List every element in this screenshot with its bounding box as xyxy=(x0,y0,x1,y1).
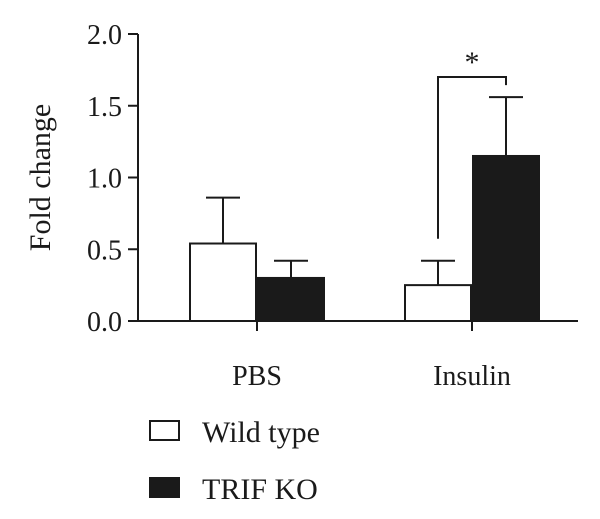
legend-swatch xyxy=(149,420,180,441)
y-axis: 0.0 0.5 1.0 1.5 2.0 xyxy=(87,20,139,338)
bars xyxy=(189,96,540,323)
y-tick-label: 1.0 xyxy=(87,164,122,195)
significance-bracket xyxy=(437,76,507,239)
legend-swatch xyxy=(149,477,180,498)
bar xyxy=(404,284,472,322)
legend-label: Wild type xyxy=(202,416,320,449)
x-axis: PBS Insulin xyxy=(138,320,578,392)
legend: Wild type TRIF KO xyxy=(149,416,320,506)
bar xyxy=(472,154,540,322)
annotations: * xyxy=(437,46,507,239)
bar xyxy=(257,276,325,323)
y-tick-label: 2.0 xyxy=(87,20,122,51)
x-tick-label: Insulin xyxy=(433,361,511,392)
y-tick-label: 0.5 xyxy=(87,235,122,266)
legend-label: TRIF KO xyxy=(202,473,318,506)
y-axis-label: Fold change xyxy=(24,104,57,251)
x-tick-label: PBS xyxy=(232,361,282,392)
bar xyxy=(189,242,257,322)
significance-label: * xyxy=(465,46,480,79)
y-tick-label: 1.5 xyxy=(87,92,122,123)
y-tick-label: 0.0 xyxy=(87,307,122,338)
